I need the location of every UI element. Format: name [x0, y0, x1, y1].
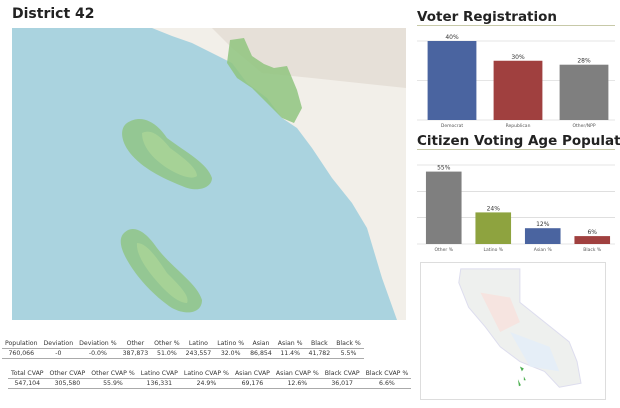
- bar-Latino %: [475, 212, 512, 244]
- x-tick-label: Black %: [583, 247, 602, 253]
- district-region: [510, 331, 560, 372]
- table-cell: 547,104: [8, 378, 47, 389]
- data-label: 24%: [487, 205, 501, 212]
- column-header: Asian CVAP %: [275, 370, 319, 377]
- bar-Republican: [493, 60, 543, 120]
- table-cell: 387,873: [119, 348, 152, 359]
- bar-Other/NPP: [559, 64, 609, 120]
- column-header: Latino CVAP %: [183, 370, 229, 377]
- district-mainland: [227, 38, 302, 123]
- table-cell: 69,176: [231, 378, 273, 389]
- column-header: Black %: [336, 340, 361, 347]
- district-region: [480, 292, 520, 332]
- table-cell: 51.0%: [151, 348, 183, 359]
- voter-registration-chart: 40% Democrat 30% Republican 28% Other/NPP: [417, 34, 615, 129]
- table-cell: 12.6%: [272, 378, 322, 389]
- x-tick-label: Democrat: [441, 123, 463, 129]
- highlighted-district: [517, 366, 526, 387]
- column-header: Black: [310, 340, 328, 347]
- table-cell: 55.9%: [88, 378, 138, 389]
- cvap-table: Total CVAP Other CVAP Other CVAP % Latino C…: [8, 369, 412, 389]
- voter-registration-title: Voter Registration: [417, 9, 558, 25]
- column-header: Asian CVAP: [234, 370, 270, 377]
- x-tick-label: Latino %: [483, 247, 503, 253]
- data-label: 40%: [445, 34, 459, 41]
- cvap-chart: 55% Other % 24% Latino % 12% Asian % 6% Black %: [417, 165, 615, 253]
- table-cell: 41,782: [305, 348, 334, 359]
- column-header: Latino CVAP: [140, 370, 178, 377]
- island-land: [142, 131, 197, 178]
- table-cell: 760,066: [2, 348, 41, 359]
- bar-Democrat: [427, 41, 477, 120]
- cvap-title: Citizen Voting Age Population: [417, 133, 620, 149]
- bar-Asian %: [524, 228, 561, 244]
- table-row: 760,066 -0 -0.0% 387,873 51.0% 243,557 32.0% 86…: [2, 348, 364, 359]
- bar-Other %: [425, 171, 462, 244]
- table-cell: 86,854: [247, 348, 275, 359]
- district-map[interactable]: [12, 28, 406, 320]
- column-header: Other: [126, 340, 145, 347]
- table-cell: 11.4%: [274, 348, 306, 359]
- divider: [417, 149, 615, 150]
- column-header: Population: [5, 340, 38, 347]
- column-header: Total CVAP: [11, 370, 44, 377]
- table-cell: 5.5%: [333, 348, 364, 359]
- california-shape: [458, 268, 582, 388]
- column-header: Deviation: [43, 340, 74, 347]
- urban-area: [212, 28, 406, 88]
- column-header: Black CVAP: [324, 370, 360, 377]
- table-cell: -0: [40, 348, 77, 359]
- column-header: Asian: [252, 340, 270, 347]
- table-cell: 136,331: [137, 378, 181, 389]
- divider: [417, 25, 615, 26]
- x-tick-label: Other %: [435, 247, 454, 253]
- column-header: Other CVAP: [49, 370, 86, 377]
- table-row: 547,104 305,580 55.9% 136,331 24.9% 69,176 12.…: [8, 378, 412, 389]
- data-label: 12%: [536, 221, 550, 228]
- column-header: Latino: [188, 340, 208, 347]
- mainland-land: [152, 28, 406, 320]
- bar-Black %: [574, 236, 611, 244]
- table-cell: 36,017: [321, 378, 363, 389]
- data-label: 30%: [511, 54, 525, 61]
- column-header: Other CVAP %: [91, 370, 135, 377]
- data-label: 6%: [587, 229, 597, 236]
- x-tick-label: Other/NPP: [572, 123, 595, 129]
- column-header: Deviation %: [79, 340, 117, 347]
- table-cell: 32.0%: [214, 348, 248, 359]
- data-label: 55%: [437, 165, 451, 172]
- table-cell: -0.0%: [76, 348, 120, 359]
- data-label: 28%: [577, 58, 591, 65]
- column-header: Black CVAP %: [365, 370, 409, 377]
- table-cell: 6.6%: [362, 378, 412, 389]
- x-tick-label: Republican: [506, 123, 531, 129]
- x-tick-label: Asian %: [534, 247, 553, 253]
- column-header: Latino %: [217, 340, 245, 347]
- page-title: District 42: [12, 6, 95, 22]
- table-cell: 243,557: [182, 348, 215, 359]
- california-locator-map: [420, 262, 606, 400]
- table-cell: 305,580: [46, 378, 89, 389]
- column-header: Asian %: [277, 340, 303, 347]
- column-header: Other %: [154, 340, 180, 347]
- island-land: [136, 243, 188, 303]
- population-table: Population Deviation Deviation % Other Other…: [2, 339, 364, 359]
- table-cell: 24.9%: [180, 378, 232, 389]
